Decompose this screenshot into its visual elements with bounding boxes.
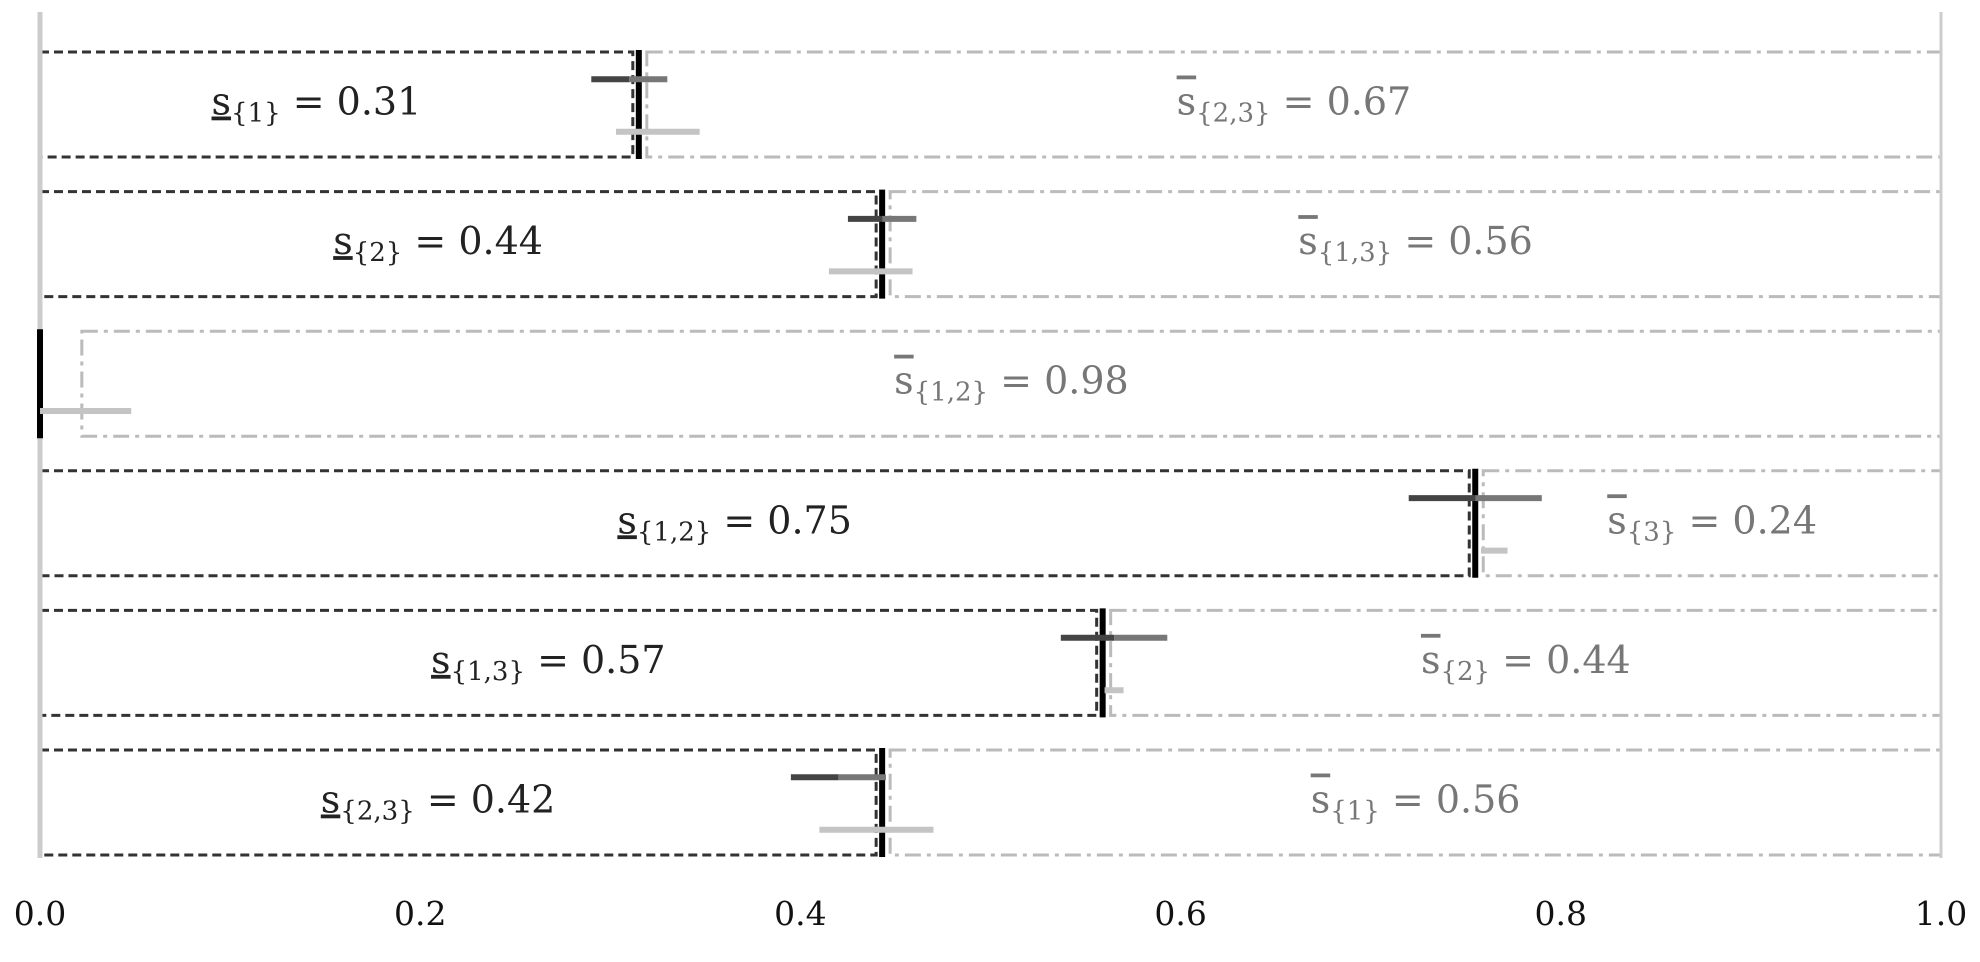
- upper-label-row-2: s{1,3} = 0.56: [1298, 219, 1533, 269]
- lower-label-row-1-symbol: s: [212, 79, 232, 123]
- lower-box-row-6: [38, 748, 878, 857]
- upper-label-row-4-symbol: s: [1607, 498, 1627, 542]
- x-ticks-layer: 0.0 0.2 0.4 0.6 0.8 1.0: [14, 894, 1967, 933]
- x-tick-label: 0.0: [14, 894, 66, 933]
- upper-label-row-3: s{1,2} = 0.98: [894, 358, 1129, 408]
- upper-label-row-2-symbol: s: [1298, 219, 1318, 263]
- upper-label-row-1: s{2,3} = 0.67: [1177, 79, 1412, 129]
- lower-label-row-2-subscript: {2}: [353, 238, 403, 268]
- upper-label-row-6-equals: =: [1380, 777, 1436, 821]
- x-tick-label: 1.0: [1915, 894, 1967, 933]
- markers-layer: [37, 50, 1542, 857]
- upper-label-row-5-subscript: {2}: [1440, 657, 1490, 687]
- upper-label-row-4-subscript: {3}: [1627, 517, 1677, 547]
- lower-label-row-4-symbol: s: [617, 498, 637, 542]
- x-tick-label: 0.6: [1154, 894, 1206, 933]
- lower-label-row-5-equals: =: [525, 637, 581, 681]
- upper-label-row-5-symbol: s: [1421, 637, 1441, 681]
- upper-label-row-4-equals: =: [1676, 498, 1732, 542]
- lower-label-row-4-equals: =: [711, 498, 767, 542]
- labels-layer: s{1} = 0.31 s{2,3} = 0.67s{2} = 0.44 s{1,3…: [212, 79, 1817, 827]
- upper-label-row-6-symbol: s: [1311, 777, 1331, 821]
- x-tick-label: 0.2: [394, 894, 446, 933]
- upper-label-row-1-subscript: {2,3}: [1196, 99, 1270, 129]
- lower-label-row-5-symbol: s: [431, 637, 451, 681]
- x-tick-label: 0.8: [1535, 894, 1587, 933]
- lower-label-row-6-value: 0.42: [471, 777, 556, 821]
- upper-label-row-1-value: 0.67: [1327, 79, 1412, 123]
- lower-label-row-5: s{1,3} = 0.57: [431, 637, 666, 687]
- upper-label-row-6: s{1} = 0.56: [1311, 777, 1521, 827]
- upper-box-row-4: [1481, 469, 1943, 578]
- lower-label-row-1-value: 0.31: [337, 79, 422, 123]
- lower-label-row-1-equals: =: [281, 79, 337, 123]
- lower-label-row-5-subscript: {1,3}: [451, 657, 525, 687]
- upper-label-row-6-subscript: {1}: [1330, 797, 1380, 827]
- lower-label-row-6-subscript: {2,3}: [340, 797, 414, 827]
- upper-label-row-2-value: 0.56: [1448, 219, 1533, 263]
- lower-box-row-2: [38, 190, 878, 299]
- x-tick-label: 0.4: [774, 894, 826, 933]
- upper-label-row-3-symbol: s: [894, 358, 914, 402]
- upper-label-row-5: s{2} = 0.44: [1421, 637, 1631, 687]
- lower-box-row-1: [38, 50, 635, 159]
- lower-label-row-4: s{1,2} = 0.75: [617, 498, 852, 548]
- upper-label-row-3-subscript: {1,2}: [914, 378, 988, 408]
- upper-label-row-5-equals: =: [1490, 637, 1546, 681]
- lower-label-row-1-subscript: {1}: [231, 99, 281, 129]
- upper-label-row-2-subscript: {1,3}: [1318, 238, 1392, 268]
- boxes-layer: [38, 50, 1943, 857]
- upper-label-row-4: s{3} = 0.24: [1607, 498, 1817, 548]
- upper-label-row-6-value: 0.56: [1436, 777, 1521, 821]
- lower-label-row-2: s{2} = 0.44: [333, 219, 543, 269]
- lower-label-row-2-symbol: s: [333, 219, 353, 263]
- lower-label-row-2-value: 0.44: [458, 219, 543, 263]
- upper-label-row-2-equals: =: [1392, 219, 1448, 263]
- lower-label-row-4-subscript: {1,2}: [637, 517, 711, 547]
- lower-label-row-6-equals: =: [415, 777, 471, 821]
- lower-label-row-5-value: 0.57: [581, 637, 666, 681]
- upper-label-row-3-equals: =: [988, 358, 1044, 402]
- lower-label-row-2-equals: =: [402, 219, 458, 263]
- upper-box-row-5: [1109, 608, 1943, 717]
- upper-label-row-4-value: 0.24: [1732, 498, 1817, 542]
- upper-label-row-1-symbol: s: [1177, 79, 1197, 123]
- upper-label-row-1-equals: =: [1271, 79, 1327, 123]
- lower-label-row-1: s{1} = 0.31: [212, 79, 422, 129]
- lower-label-row-6-symbol: s: [321, 777, 341, 821]
- upper-label-row-3-value: 0.98: [1044, 358, 1129, 402]
- lower-label-row-4-value: 0.75: [767, 498, 852, 542]
- upper-label-row-5-value: 0.44: [1546, 637, 1631, 681]
- lower-label-row-6: s{2,3} = 0.42: [321, 777, 556, 827]
